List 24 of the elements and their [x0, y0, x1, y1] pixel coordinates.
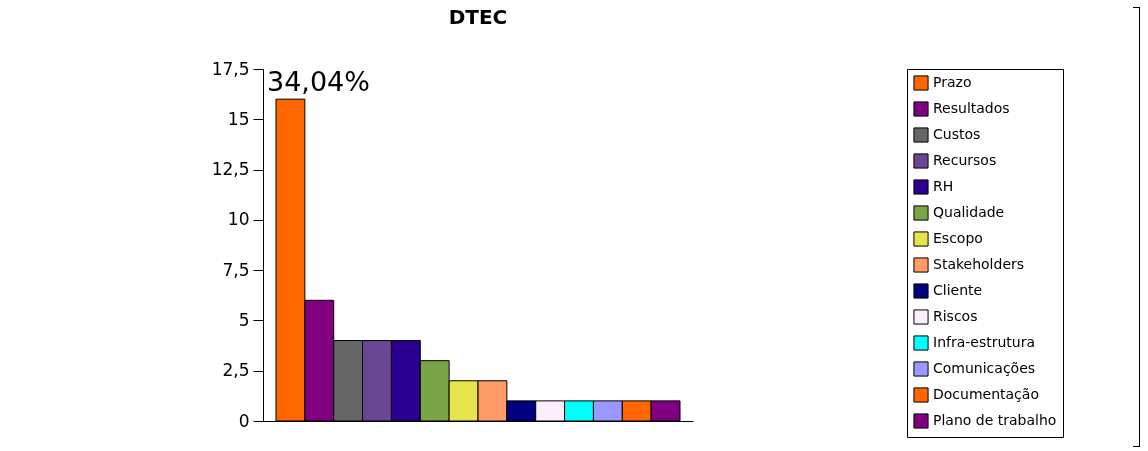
- y-tick-label: 5: [238, 309, 250, 330]
- legend-label: Comunicações: [933, 360, 1036, 376]
- legend-label: Qualidade: [933, 204, 1005, 220]
- y-tick-label: 2,5: [222, 360, 250, 381]
- y-tick-label: 15: [227, 108, 250, 129]
- y-tick-label: 17,5: [211, 58, 250, 79]
- y-tick-label: 7,5: [222, 259, 250, 280]
- legend-label: RH: [933, 178, 954, 194]
- y-tick-label: 10: [227, 209, 250, 230]
- legend-label: Custos: [933, 126, 981, 142]
- y-tick-label: 12,5: [211, 159, 250, 180]
- legend-label: Resultados: [933, 100, 1010, 116]
- legend-label: Cliente: [933, 282, 983, 298]
- legend-label: Documentação: [933, 386, 1039, 402]
- legend-label: Prazo: [933, 74, 972, 90]
- annotation: 34,04%: [267, 66, 370, 97]
- legend-label: Recursos: [933, 152, 997, 168]
- legend-label: Escopo: [933, 230, 983, 246]
- legend-label: Stakeholders: [933, 256, 1025, 272]
- legend-label: Riscos: [933, 308, 978, 324]
- legend-label: Plano de trabalho: [933, 412, 1057, 428]
- y-tick-label: 0: [238, 410, 250, 431]
- legend-label: Infra-estrutura: [933, 334, 1036, 350]
- chart-title: DTEC: [448, 5, 508, 29]
